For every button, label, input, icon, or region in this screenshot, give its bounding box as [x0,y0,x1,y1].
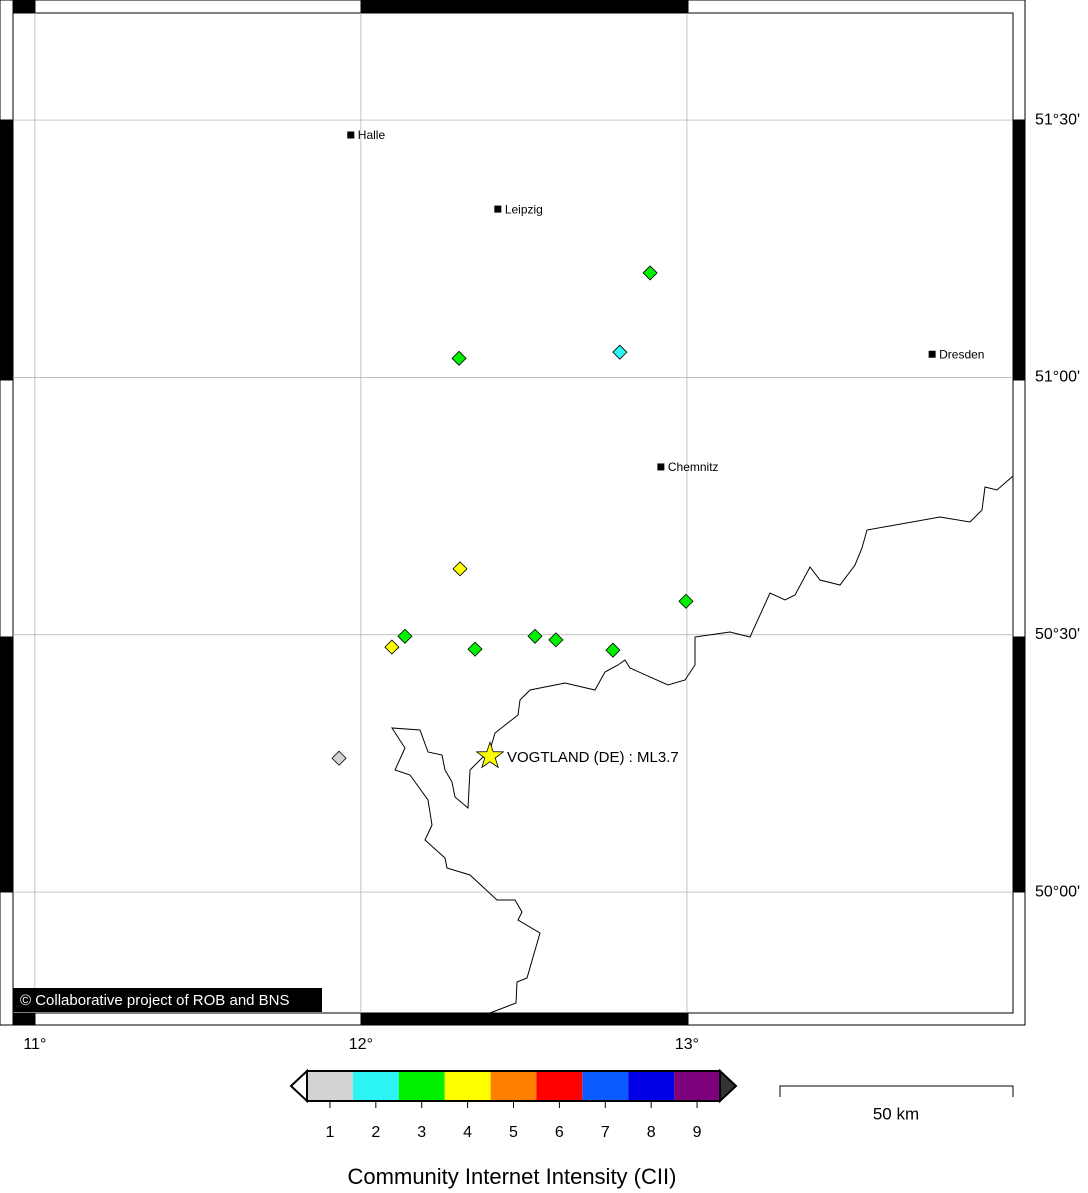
colorbar-label: 8 [647,1124,656,1141]
colorbar-outline [306,1070,721,1102]
city-label: Chemnitz [668,460,719,474]
intensity-report [331,750,347,766]
legend-title: Community Internet Intensity (CII) [348,1164,677,1189]
country-border [391,475,1014,1014]
city-marker [347,131,355,139]
city-marker [494,205,502,213]
lon-tick-label: 11° [23,1036,46,1053]
colorbar-swatch [307,1071,353,1101]
map-frame [0,0,1026,1026]
colorbar-swatch [490,1071,537,1101]
intensity-report [678,593,694,609]
intensity-report [612,344,628,360]
colorbar: 1 2 3 4 5 6 7 8 9 [289,1068,738,1141]
intensity-report [452,561,468,577]
intensity-report [548,632,564,648]
colorbar-label: 3 [417,1124,426,1141]
scale-bar-label: 50 km [873,1104,919,1123]
epicenter-label: VOGTLAND (DE) : ML3.7 [507,749,679,766]
data-layer: Halle Leipzig Dresden Chemnitz VOGTLAND (DE)… [331,128,984,769]
colorbar-label: 9 [693,1124,702,1141]
city-label: Dresden [939,347,984,361]
lon-tick-label: 13° [675,1036,699,1053]
intensity-report [642,265,658,281]
colorbar-swatch [352,1071,399,1101]
colorbar-swatch [398,1071,445,1101]
scale-bar [779,1085,1014,1097]
lon-tick-label: 12° [349,1036,373,1053]
colorbar-swatch [536,1071,583,1101]
colorbar-under [289,1068,308,1104]
intensity-report [451,350,467,366]
graticule: 11° 12° 13° 50°00' 50°30' 51°00' 51°30' [13,13,1080,1053]
city-marker [657,463,665,471]
colorbar-label: 1 [325,1124,334,1141]
lat-tick-label: 51°00' [1035,369,1080,386]
colorbar-swatch [674,1071,720,1101]
intensity-report [384,639,400,655]
colorbar-label: 5 [509,1124,518,1141]
colorbar-label: 2 [371,1124,380,1141]
colorbar-label: 4 [463,1124,472,1141]
lat-tick-label: 50°00' [1035,883,1080,900]
city-marker [928,350,936,358]
intensity-report [397,628,413,644]
intensity-report [605,642,621,658]
lat-tick-label: 50°30' [1035,626,1080,643]
credit: © Collaborative project of ROB and BNS [20,992,290,1009]
lat-tick-label: 51°30' [1035,111,1080,128]
colorbar-label: 7 [601,1124,610,1141]
city-label: Leipzig [505,202,543,216]
credit-box [13,988,322,1012]
colorbar-swatch [628,1071,675,1101]
colorbar-swatch [582,1071,629,1101]
intensity-report [467,641,483,657]
colorbar-swatch [444,1071,491,1101]
epicenter [475,740,505,769]
colorbar-over [719,1068,738,1104]
intensity-report [527,628,543,644]
city-label: Halle [358,128,386,142]
colorbar-label: 6 [555,1124,564,1141]
